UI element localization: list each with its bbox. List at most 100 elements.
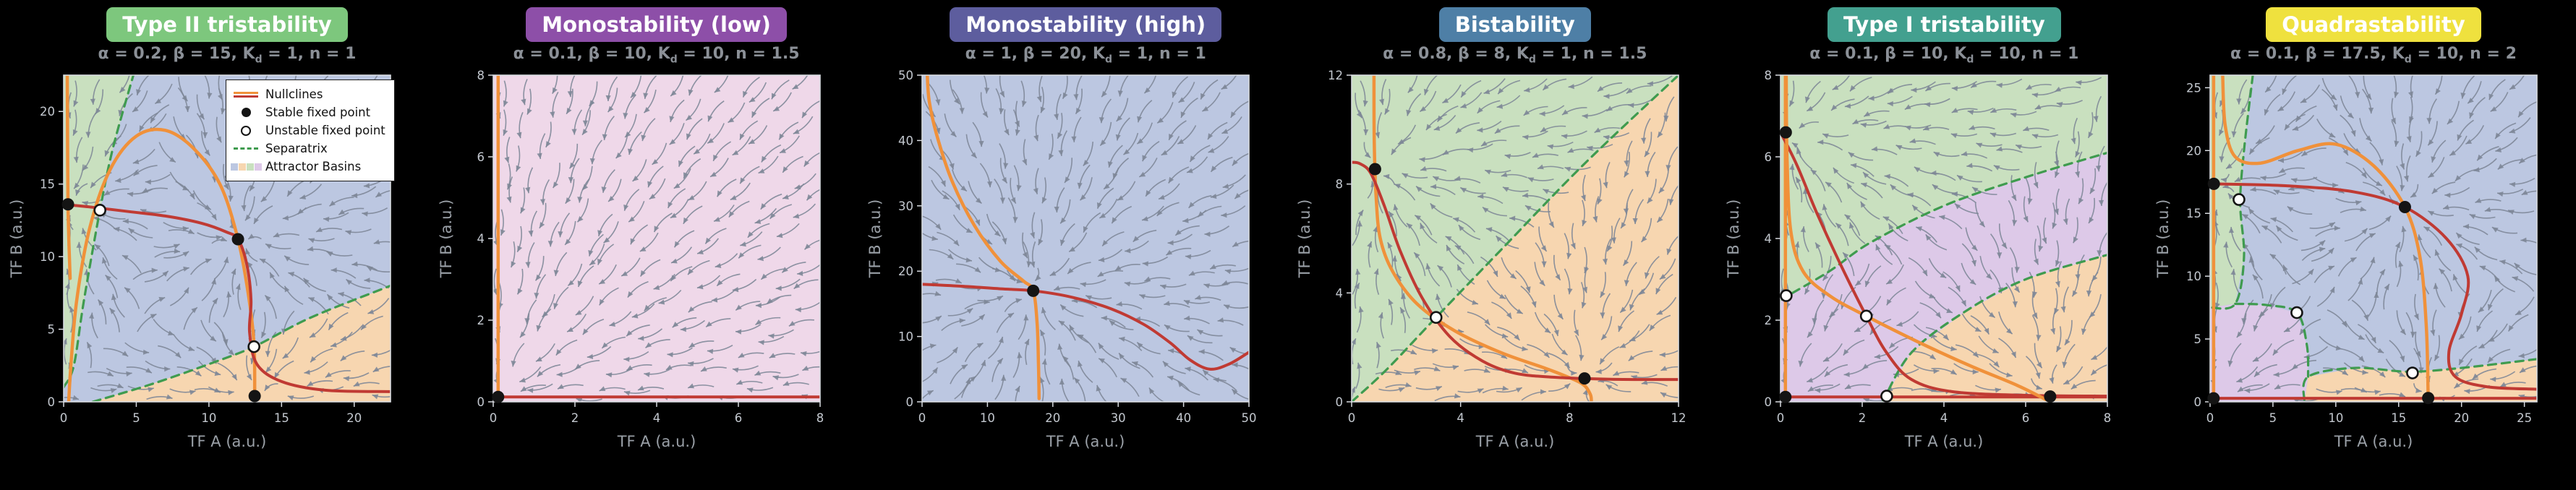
streamline-arrowhead (984, 87, 990, 94)
streamline-arrowhead (1442, 150, 1449, 155)
y-tick-label: 12 (1328, 69, 1343, 82)
attractor-basin-blue (922, 75, 1250, 402)
streamline-arrowhead (1404, 382, 1412, 387)
streamline-arrowhead (1133, 236, 1140, 242)
streamline-arrowhead (2270, 217, 2277, 223)
streamline-arrowhead (1164, 301, 1171, 306)
streamline-arrowhead (2443, 205, 2449, 210)
streamline-arrowhead (2075, 171, 2081, 178)
streamline-arrowhead (545, 141, 551, 147)
streamline-arrowhead (1356, 111, 1362, 119)
streamline-arrowhead (2010, 112, 2018, 118)
streamline-arrowhead (2410, 331, 2416, 338)
streamline-arrowhead (1116, 301, 1123, 307)
streamline-arrowhead (351, 193, 358, 199)
streamline-arrowhead (598, 279, 605, 285)
streamline-arrowhead (2219, 129, 2225, 136)
streamline-arrowhead (589, 158, 595, 165)
streamline-arrowhead (1069, 246, 1076, 252)
streamline-arrowhead (803, 160, 809, 167)
streamline-arrowhead (2431, 156, 2436, 163)
streamline-arrowhead (1540, 389, 1546, 395)
streamline-arrowhead (2240, 108, 2247, 114)
streamline-arrowhead (1623, 208, 1629, 215)
streamline-arrowhead (1494, 128, 1501, 134)
streamline-arrowhead (700, 366, 707, 371)
streamline-arrowhead (2407, 91, 2413, 98)
streamline-arrowhead (2006, 372, 2013, 378)
streamline-arrowhead (75, 189, 80, 196)
streamline-arrowhead (1885, 244, 1891, 250)
unstable-fixed-point (1429, 311, 1443, 324)
legend-item-label: Unstable fixed point (265, 124, 385, 137)
streamline-arrowhead (188, 346, 195, 351)
streamline-arrowhead (1184, 315, 1190, 321)
streamline-arrowhead (709, 171, 717, 177)
streamline-arrowhead (148, 387, 154, 392)
streamline-arrowhead (1567, 288, 1573, 295)
streamline-arrowhead (115, 177, 121, 184)
streamline-arrowhead (506, 183, 512, 190)
streamline-arrowhead (749, 97, 756, 103)
streamline-arrowhead (287, 190, 293, 197)
streamline-arrowhead (2001, 242, 2008, 249)
streamline-arrowhead (2284, 124, 2290, 131)
streamline-arrowhead (519, 377, 526, 383)
streamline-arrowhead (520, 207, 526, 214)
streamline-arrowhead (307, 246, 314, 252)
streamline-arrowhead (1406, 223, 1413, 229)
streamline-arrowhead (330, 267, 337, 273)
streamline-arrowhead (999, 90, 1005, 98)
parameters-subscript: d (255, 53, 263, 66)
plot-layers (1351, 75, 1679, 402)
streamline-arrowhead (1394, 184, 1401, 189)
streamline-arrowhead (274, 371, 280, 379)
phase-portrait-plot: 0 5 10 15 20 25 0 5 10 15 20 25 TF A (a.u.) TF B (a.u… (2154, 74, 2538, 450)
streamline-arrowhead (1957, 175, 1963, 181)
streamline-arrowhead (1522, 134, 1529, 140)
streamline-arrowhead (2035, 104, 2042, 110)
panel-title: Monostability (low) (542, 12, 771, 37)
streamline-arrowhead (1968, 109, 1974, 115)
streamline-arrowhead (557, 384, 564, 390)
streamline-arrowhead (1890, 184, 1897, 191)
streamline-arrowhead (1807, 331, 1814, 338)
attractor-basin-orange (1882, 254, 2108, 402)
streamline-arrowhead (1833, 85, 1839, 90)
streamline-arrowhead (1929, 353, 1936, 360)
x-tick-label: 6 (734, 411, 742, 425)
streamline-arrowhead (1796, 147, 1802, 155)
streamline-arrowhead (82, 201, 89, 206)
streamline-arrowhead (1997, 252, 2003, 259)
streamline-arrowhead (1393, 204, 1399, 211)
streamline-arrowhead (282, 353, 289, 358)
streamline-arrowhead (1185, 254, 1192, 259)
streamline-arrowhead (2242, 214, 2249, 220)
streamline-arrowhead (1221, 280, 1229, 285)
streamline-arrowhead (717, 190, 722, 197)
streamline-arrowhead (1383, 173, 1390, 179)
streamline-arrowhead (2398, 261, 2404, 267)
streamline-arrowhead (2379, 269, 2385, 276)
plot-spine (1350, 74, 1679, 403)
streamline-arrowhead (2011, 194, 2017, 201)
streamline-arrowhead (338, 291, 344, 297)
streamline-arrowhead (2439, 268, 2445, 275)
streamline-arrowhead (1540, 126, 1547, 132)
streamline-arrowhead (127, 192, 134, 197)
streamline-arrowhead (1792, 142, 1799, 148)
streamline-arrowhead (2462, 223, 2469, 229)
y-tick-label: 5 (2193, 332, 2201, 346)
streamline-arrowhead (330, 342, 337, 348)
streamline-arrowhead (644, 304, 650, 311)
streamline-arrowhead (1952, 85, 1958, 92)
streamline-arrowhead (539, 222, 545, 228)
streamline-arrowhead (282, 215, 289, 221)
streamline-arrowhead (1062, 92, 1068, 99)
streamline-arrowhead (1955, 203, 1961, 210)
panel-title-badge: Quadrastability (2266, 7, 2481, 42)
y-tick-label: 4 (1765, 232, 1773, 246)
streamline-arrowhead (1461, 91, 1467, 98)
x-axis-label: TF A (a.u.) (187, 433, 267, 450)
